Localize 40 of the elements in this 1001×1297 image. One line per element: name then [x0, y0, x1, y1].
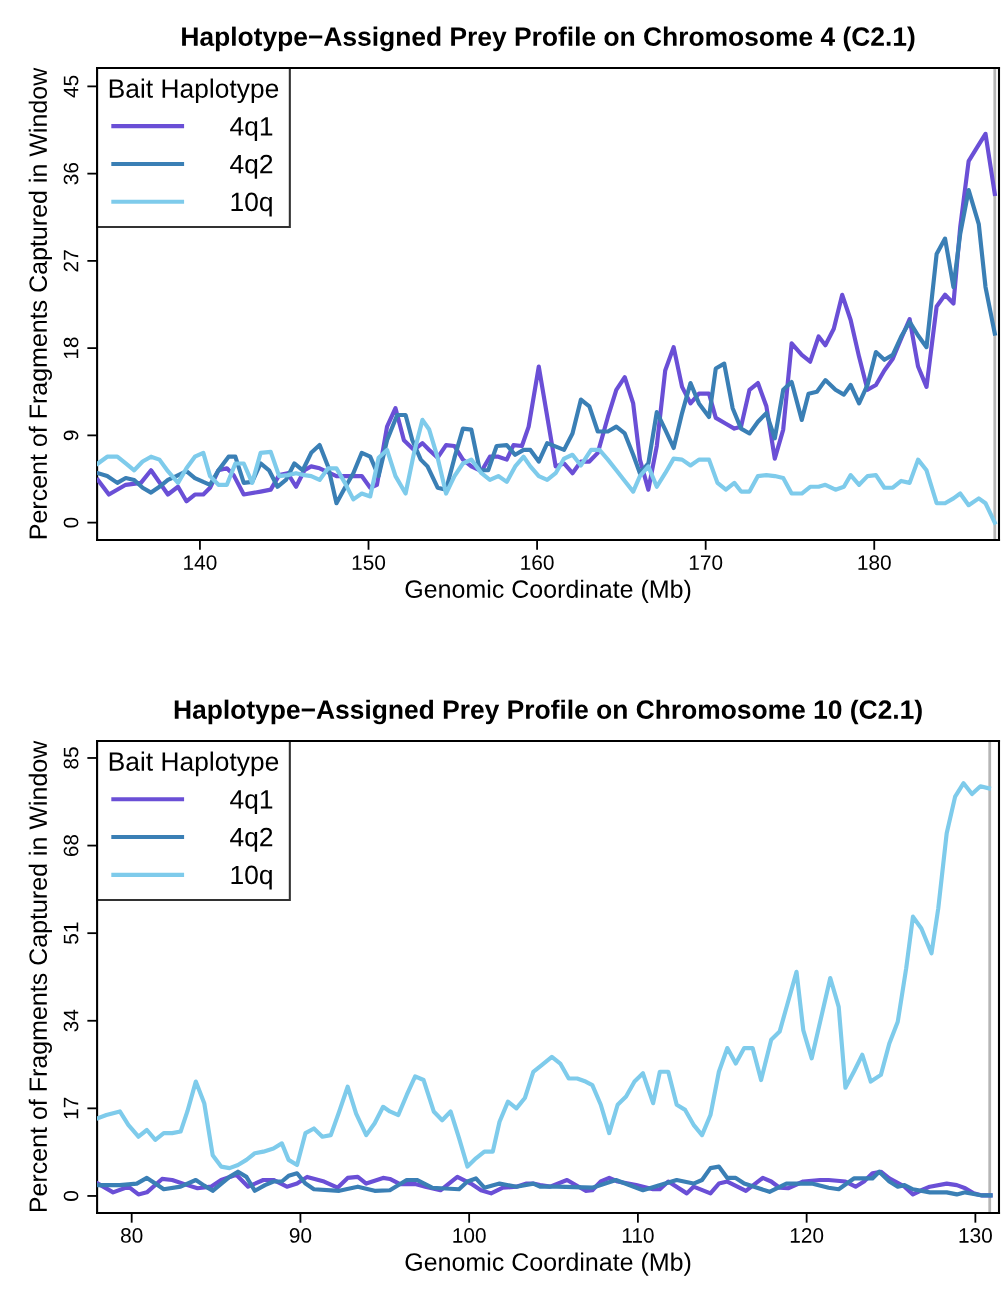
x-tick-label: 130: [959, 1228, 992, 1243]
legend-label: 4q2: [230, 827, 273, 852]
x-tick-label: 150: [352, 555, 386, 570]
x-axis-title: Genomic Coordinate (Mb): [405, 579, 691, 603]
y-tick-label: 36: [63, 162, 79, 185]
x-tick-label: 110: [622, 1228, 654, 1243]
y-tick-label: 85: [63, 747, 79, 769]
legend-title: Bait Haplotype: [109, 751, 279, 777]
y-tick-label: 34: [63, 1009, 79, 1032]
y-tick-label: 51: [63, 922, 79, 944]
chart-title: Haplotype−Assigned Prey Profile on Chromosome 4 (C2.1): [182, 26, 915, 52]
x-axis-title: Genomic Coordinate (Mb): [405, 1252, 691, 1276]
y-tick-label: 0: [63, 1190, 79, 1201]
y-tick-label: 68: [63, 834, 79, 857]
y-tick-label: 0: [63, 517, 79, 528]
y-axis-title: Percent of Fragments Captured in Window: [28, 740, 52, 1212]
x-tick-label: 120: [790, 1228, 824, 1243]
legend-title: Bait Haplotype: [109, 78, 279, 104]
legend-label: 10q: [231, 865, 272, 890]
x-tick-label: 100: [453, 1228, 486, 1243]
legend-label: 4q1: [230, 790, 273, 814]
y-tick-label: 18: [63, 337, 79, 359]
y-tick-label: 17: [63, 1097, 79, 1119]
legend-label: 10q: [231, 192, 272, 217]
x-tick-label: 180: [858, 555, 891, 570]
legend-label: 4q2: [230, 154, 273, 179]
x-tick-label: 90: [289, 1228, 312, 1243]
line-series: [97, 188, 997, 506]
legend-label: 4q1: [230, 117, 273, 141]
chart-title: Haplotype−Assigned Prey Profile on Chromosome 10 (C2.1): [174, 699, 922, 725]
x-tick-label: 80: [121, 1228, 143, 1243]
y-tick-label: 9: [63, 430, 79, 441]
line-series: [97, 417, 997, 525]
y-tick-label: 27: [63, 250, 79, 272]
line-series: [97, 781, 991, 1171]
x-tick-label: 160: [521, 555, 554, 570]
x-tick-label: 170: [689, 555, 723, 570]
y-axis-title: Percent of Fragments Captured in Window: [28, 67, 52, 539]
y-tick-label: 45: [63, 75, 79, 98]
x-tick-label: 140: [184, 555, 217, 570]
